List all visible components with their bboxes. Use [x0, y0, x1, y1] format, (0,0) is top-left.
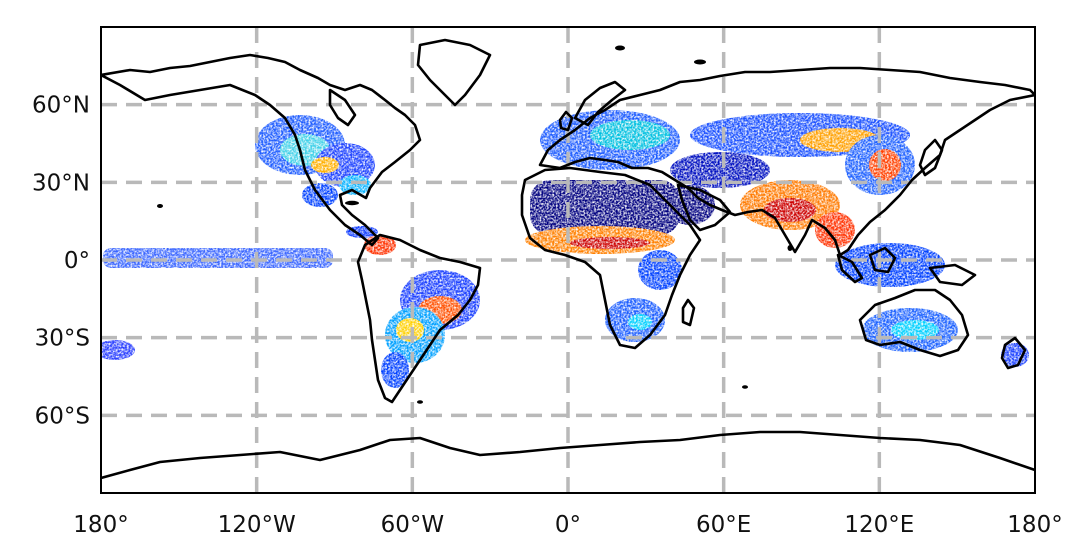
field-arabia — [665, 185, 715, 225]
coast-greenland — [416, 38, 492, 107]
y-tick-label: 30°S — [35, 326, 90, 352]
field-patagonia — [381, 352, 409, 388]
y-tick-labels: 60°N 30°N 0° 30°S 60°S — [32, 93, 90, 430]
x-tick-label: 60°W — [381, 512, 445, 538]
x-tick-label: 180° — [73, 512, 128, 538]
coast-scandinavia — [573, 80, 627, 127]
coast-australia — [858, 288, 970, 358]
coast-madagascar — [681, 298, 696, 327]
data-field — [101, 110, 1029, 388]
coast-new-zealand — [1000, 336, 1027, 370]
x-tick-label: 120°E — [844, 512, 914, 538]
x-tick-labels: 180° 120°W 60°W 0° 60°E 120°E 180° — [73, 512, 1062, 538]
x-tick-label: 60°E — [696, 512, 751, 538]
coast-africa — [520, 166, 702, 350]
coast-eurasia — [538, 66, 1035, 257]
field-central-asia — [670, 152, 770, 188]
coastlines — [101, 38, 1035, 480]
field-indochina — [815, 212, 855, 248]
coast-svalbard — [615, 45, 625, 51]
coast-britain — [558, 110, 574, 132]
field-usa-southeast — [339, 175, 371, 195]
coast-falklands — [417, 400, 423, 404]
coast-south-america — [356, 233, 482, 404]
map-frame — [100, 26, 1036, 494]
y-tick-label: 0° — [64, 248, 90, 274]
coast-japan — [918, 138, 944, 177]
coast-arctic-island — [694, 59, 706, 65]
field-india-red — [764, 198, 816, 222]
coast-hudson-bay — [328, 88, 357, 127]
x-tick-label: 0° — [555, 512, 581, 538]
field-europe-core — [590, 120, 670, 150]
x-tick-label: 120°W — [218, 512, 296, 538]
field-pacific-band — [103, 248, 333, 268]
field-east-asia-hot — [869, 149, 901, 181]
y-tick-label: 30°N — [32, 170, 90, 196]
gridlines — [101, 27, 1035, 493]
field-new-zealand — [1001, 343, 1029, 367]
field-southern-africa-core — [628, 314, 652, 330]
coast-cuba — [345, 200, 359, 206]
field-east-africa — [638, 250, 682, 290]
coast-south-georgia — [742, 385, 748, 389]
field-north-america-hot — [311, 157, 339, 173]
field-sahara — [530, 180, 680, 235]
coast-sumatra — [836, 253, 864, 284]
field-sahel-red — [570, 237, 650, 249]
coast-arabia — [676, 183, 732, 232]
coast-hawaii — [157, 204, 163, 208]
x-tick-label: 180° — [1007, 512, 1062, 538]
coast-new-guinea — [928, 263, 977, 287]
field-maritime-continent — [835, 243, 945, 287]
field-pacific-south — [101, 340, 135, 360]
field-australia-core — [891, 320, 939, 340]
y-tick-label: 60°S — [35, 403, 90, 429]
coast-sri-lanka — [787, 245, 793, 251]
coast-antarctica — [101, 430, 1035, 480]
coast-north-america — [101, 53, 422, 247]
coast-borneo — [868, 246, 897, 274]
y-tick-label: 60°N — [32, 93, 90, 119]
